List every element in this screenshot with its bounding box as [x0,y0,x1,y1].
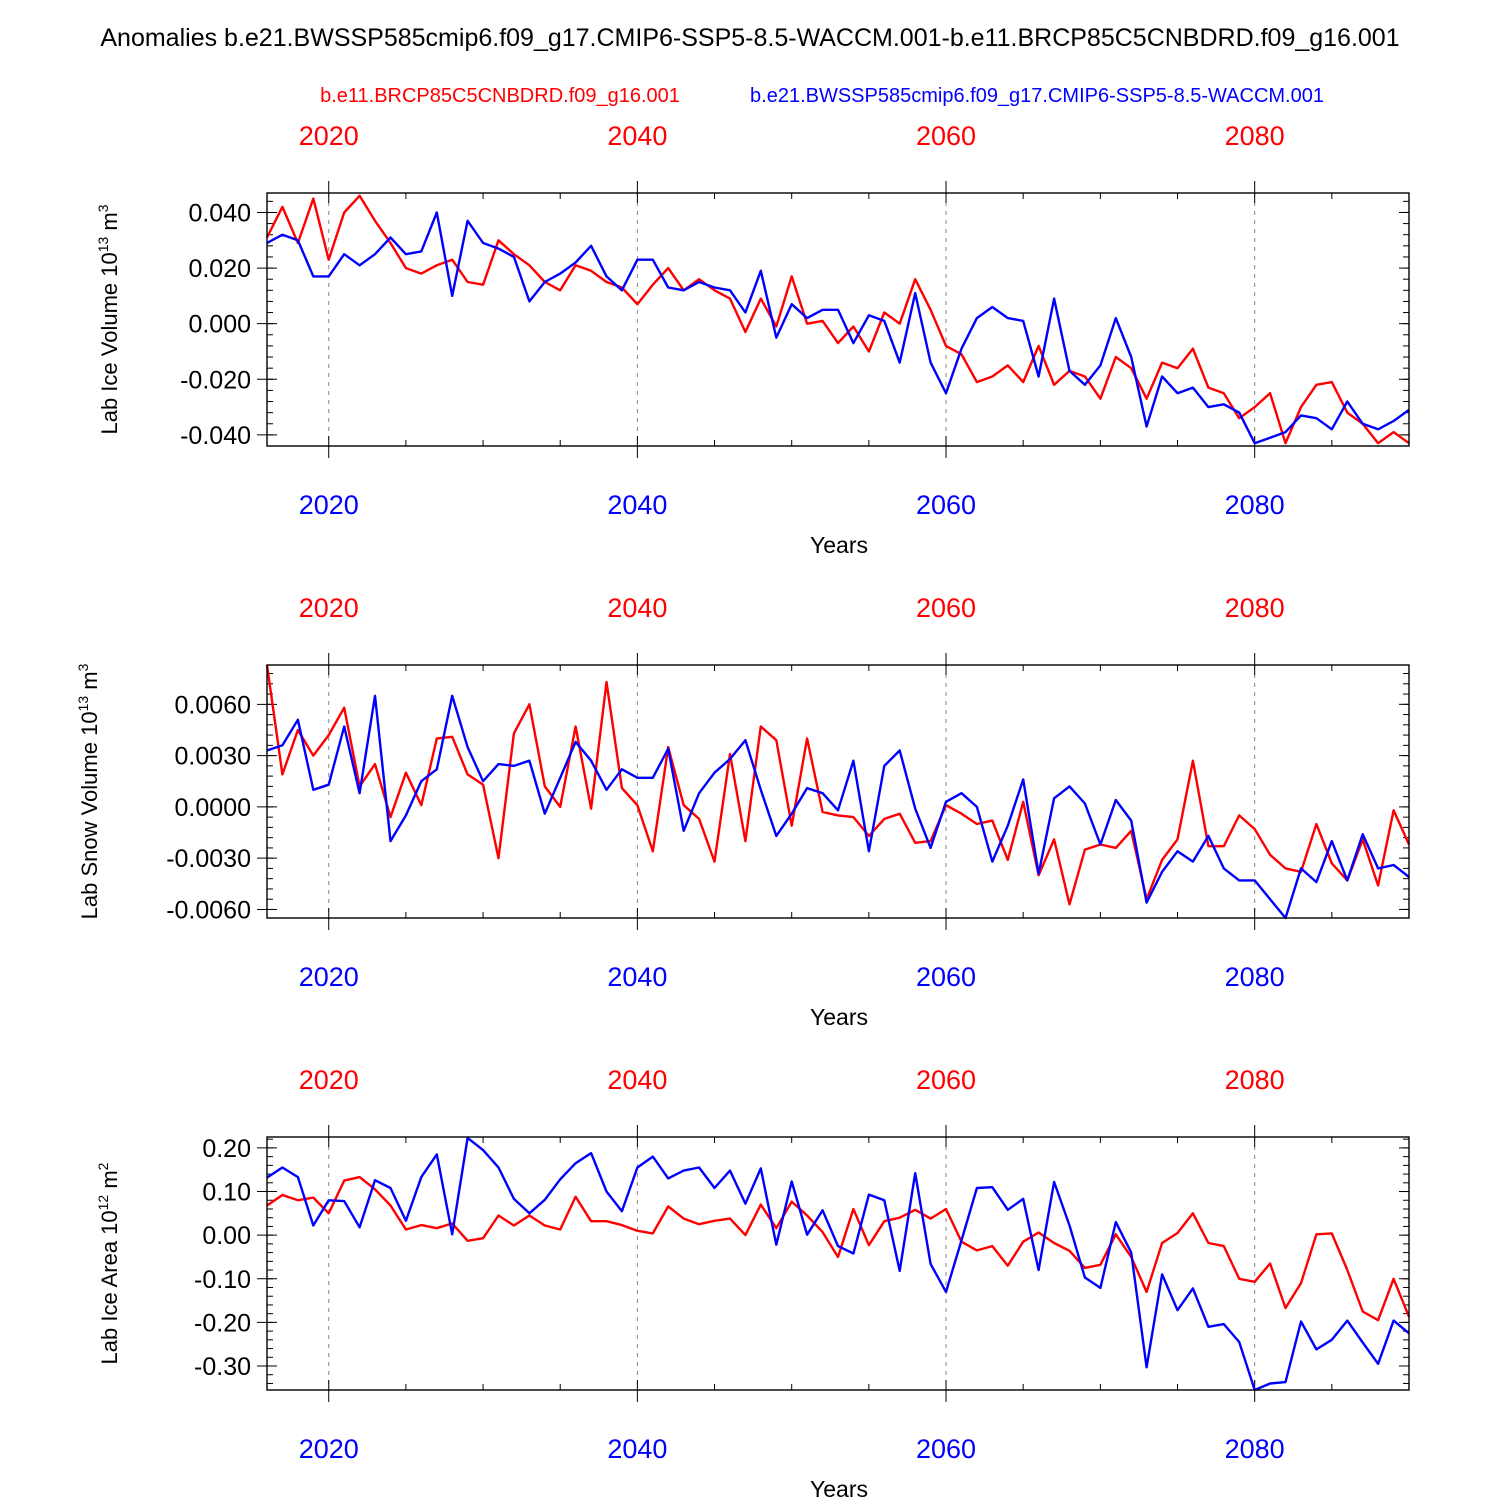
y-axis-label-exponent: 12 [95,1195,111,1211]
y-tick-label: 0.040 [188,199,251,227]
panel-1: 0.040 0.020 0.000 -0.020 -0.040 2020 2020 2040 2… [95,121,1410,558]
x-tick-label-bottom: 2060 [916,490,976,520]
x-axis-label: Years [810,532,868,558]
y-tick-label: -0.0060 [166,896,251,924]
plot-frame [266,192,1410,447]
y-axis-label-unit-exponent: 2 [95,1162,111,1170]
series-line-blue [266,694,1410,920]
plot-frame [266,664,1410,919]
x-tick-label-bottom: 2020 [299,962,359,992]
panel-3: 0.20 0.10 0.00 -0.10 -0.20 -0.30 2020 2020 2040 2… [95,1065,1411,1502]
x-tick-label-bottom: 2060 [916,962,976,992]
x-tick-label-bottom: 2080 [1225,962,1285,992]
x-tick-label-top: 2060 [916,593,976,623]
x-tick-label-top: 2020 [299,121,359,151]
y-tick-label: 0.000 [188,311,251,339]
y-axis-label: Lab Snow Volume 1013 m3 [75,663,102,919]
x-tick-label-top: 2040 [607,1065,667,1095]
series-line-blue [266,1136,1410,1392]
x-tick-label-top: 2080 [1225,121,1285,151]
x-tick-label-bottom: 2020 [299,1434,359,1464]
x-tick-label-bottom: 2080 [1225,1434,1285,1464]
plot-frame [266,1136,1410,1391]
y-axis-label: Lab Ice Area 1012 m2 [95,1162,122,1364]
x-tick-label-top: 2080 [1225,1065,1285,1095]
x-tick-label-top: 2040 [607,593,667,623]
x-axis-label: Years [810,1004,868,1030]
y-axis-label-unit: m [97,212,122,236]
y-tick-label: 0.0030 [175,743,251,771]
x-tick-label-top: 2060 [916,1065,976,1095]
legend-blue-label: b.e21.BWSSP585cmip6.f09_g17.CMIP6-SSP5-8… [750,85,1324,107]
series-line-red [265,194,1410,445]
x-tick-label-bottom: 2040 [607,1434,667,1464]
x-tick-label-bottom: 2020 [299,490,359,520]
legend-red-label: b.e11.BRCP85C5CNBDRD.f09_g16.001 [320,85,680,107]
y-tick-label: -0.020 [180,366,251,394]
y-tick-label: 0.0060 [175,691,251,719]
x-tick-label-top: 2040 [607,121,667,151]
chart-title: Anomalies b.e21.BWSSP585cmip6.f09_g17.CM… [100,24,1399,52]
series-line-blue [266,211,1410,445]
x-tick-label-top: 2020 [299,593,359,623]
x-tick-label-top: 2020 [299,1065,359,1095]
y-axis-label-unit-exponent: 3 [75,663,91,671]
y-tick-label: -0.20 [194,1309,251,1337]
x-axis-label: Years [810,1476,868,1500]
y-tick-label: 0.00 [202,1222,251,1250]
y-tick-label: -0.0030 [166,845,251,873]
y-axis-label-text: Lab Ice Area 10 [97,1210,122,1364]
y-axis-label-exponent: 13 [95,237,111,253]
series-line-red [265,664,1411,906]
y-axis-label-unit: m [97,1170,122,1194]
y-tick-label: 0.20 [202,1135,251,1163]
x-tick-label-bottom: 2040 [607,962,667,992]
y-axis-label-text: Lab Ice Volume 10 [97,252,122,434]
x-tick-label-bottom: 2080 [1225,490,1285,520]
series-line-red [266,1175,1411,1322]
y-tick-label: 0.020 [188,255,251,283]
y-tick-label: -0.040 [180,422,251,450]
x-tick-label-bottom: 2060 [916,1434,976,1464]
y-tick-label: 0.0000 [175,794,251,822]
y-axis-label-exponent: 13 [75,696,91,712]
x-tick-label-top: 2080 [1225,593,1285,623]
y-axis-label-unit: m [77,671,102,695]
y-axis-label: Lab Ice Volume 1013 m3 [95,204,122,434]
y-axis-label-unit-exponent: 3 [95,204,111,212]
y-tick-label: -0.30 [194,1353,251,1381]
x-tick-label-top: 2060 [916,121,976,151]
y-axis-label-text: Lab Snow Volume 10 [77,711,102,919]
panel-2: 0.0060 0.0030 0.0000 -0.0030 -0.0060 2020 2020… [75,593,1411,1030]
y-tick-label: -0.10 [194,1266,251,1294]
x-tick-label-bottom: 2040 [607,490,667,520]
y-tick-label: 0.10 [202,1179,251,1207]
